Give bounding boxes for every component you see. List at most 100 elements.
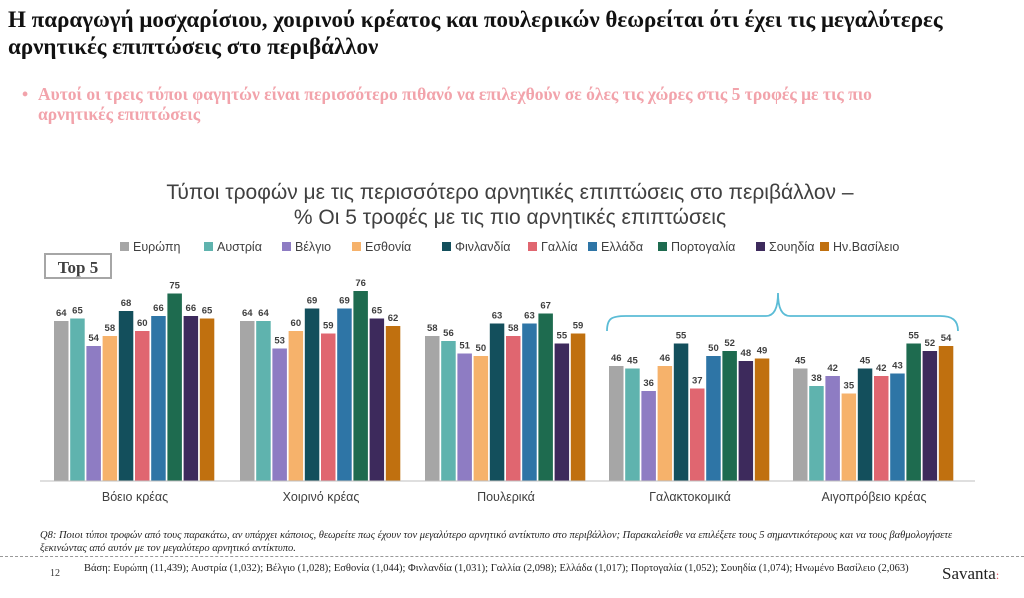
bar [288,331,304,481]
legend-label: Εσθονία [365,240,412,254]
bar [321,333,336,481]
legend-item: Ην.Βασίλειο [820,240,899,254]
data-label: 52 [724,338,735,349]
data-label: 35 [844,381,855,392]
legend-swatch [204,242,213,251]
bar [167,293,182,481]
bar [841,393,857,481]
savanta-logo: Savanta: [942,564,999,584]
bar [874,376,889,481]
bar [102,336,118,481]
bar [70,318,85,481]
legend-label: Πορτογαλία [671,240,736,254]
data-label: 53 [274,336,285,347]
question-footnote: Q8: Ποιοι τύποι τροφών από τους παρακάτω… [40,530,953,554]
sample-base-note: Βάση: Ευρώπη (11,439); Αυστρία (1,032); … [84,563,909,574]
data-label: 65 [202,306,213,317]
legend-label: Αυστρία [217,240,262,254]
data-label: 65 [72,306,83,317]
bar [938,346,954,481]
data-label: 45 [795,356,806,367]
data-label: 63 [524,311,535,322]
data-label: 66 [153,303,164,314]
legend-item: Φινλανδία [442,240,511,254]
legend-item: Εσθονία [352,240,411,254]
data-label: 50 [476,343,487,354]
bar [554,343,570,481]
data-label: 67 [540,301,551,312]
page-number: 12 [50,568,60,579]
legend-label: Βέλγιο [295,240,332,254]
bar [722,351,737,481]
legend-item: Σουηδία [756,240,814,254]
legend-label: Γαλλία [541,240,578,254]
bar [754,358,770,481]
legend-swatch [756,242,765,251]
bar [304,308,320,481]
footer-divider [0,556,1024,557]
bar [570,333,586,481]
bar [706,356,721,481]
top5-badge: Top 5 [44,253,112,279]
data-label: 64 [56,308,67,319]
data-label: 62 [388,313,399,324]
data-label: 46 [611,353,622,364]
legend-swatch [658,242,667,251]
bar [425,336,440,481]
bar [641,391,656,481]
legend-item: Πορτογαλία [658,240,735,254]
data-label: 64 [258,308,269,319]
data-label: 54 [88,333,99,344]
x-tick-label: Αιγοπρόβειο κρέας [822,490,927,504]
data-label: 50 [708,343,719,354]
bar [793,368,808,481]
bar [441,341,456,481]
data-label: 60 [291,318,302,329]
x-tick-label: Βόειο κρέας [102,490,168,504]
data-label: 42 [876,363,887,374]
legend-label: Ελλάδα [601,240,644,254]
bar [690,388,705,481]
legend-item: Βέλγιο [282,240,331,254]
logo-mark: : [995,568,1000,582]
x-tick-label: Πουλερικά [477,490,535,504]
chart-title-line1: Τύποι τροφών με τις περισσότερο αρνητικέ… [166,181,854,204]
bar [54,321,69,481]
bar [522,323,537,481]
bar-chart: 64 65 54 58 68 60 66 75 66 65 Βόειο κρέας 64 64 53 60 6… [40,278,975,504]
bullet-marker: • [22,84,29,104]
data-label: 54 [941,333,952,344]
bar [385,326,401,481]
bar [809,386,824,481]
bar [489,323,505,481]
bar [922,351,938,481]
data-label: 60 [137,318,148,329]
data-label: 59 [323,321,334,332]
bar [738,361,754,481]
bar [473,356,489,481]
legend-label: Φινλανδία [455,240,511,254]
data-label: 55 [676,331,687,342]
chart-title: Τύποι τροφών με τις περισσότερο αρνητικέ… [100,180,920,230]
data-label: 66 [186,303,197,314]
data-label: 45 [627,356,638,367]
legend-swatch [352,242,361,251]
bar [538,313,553,481]
bar [825,376,840,481]
legend-item: Αυστρία [204,240,262,254]
bar [506,336,521,481]
data-label: 75 [169,281,180,292]
legend-item: Ευρώπη [120,240,180,254]
data-label: 58 [508,323,519,334]
bar [457,353,472,481]
data-label: 76 [355,278,366,289]
data-label: 58 [427,323,438,334]
data-label: 59 [573,321,584,332]
bar [673,343,689,481]
data-label: 36 [643,378,654,389]
x-tick-label: Χοιρινό κρέας [283,490,360,504]
data-label: 58 [105,323,116,334]
bar [625,368,640,481]
chart-title-line2: % Οι 5 τροφές με τις πιο αρνητικές επιπτ… [293,206,727,229]
data-label: 51 [459,341,470,352]
